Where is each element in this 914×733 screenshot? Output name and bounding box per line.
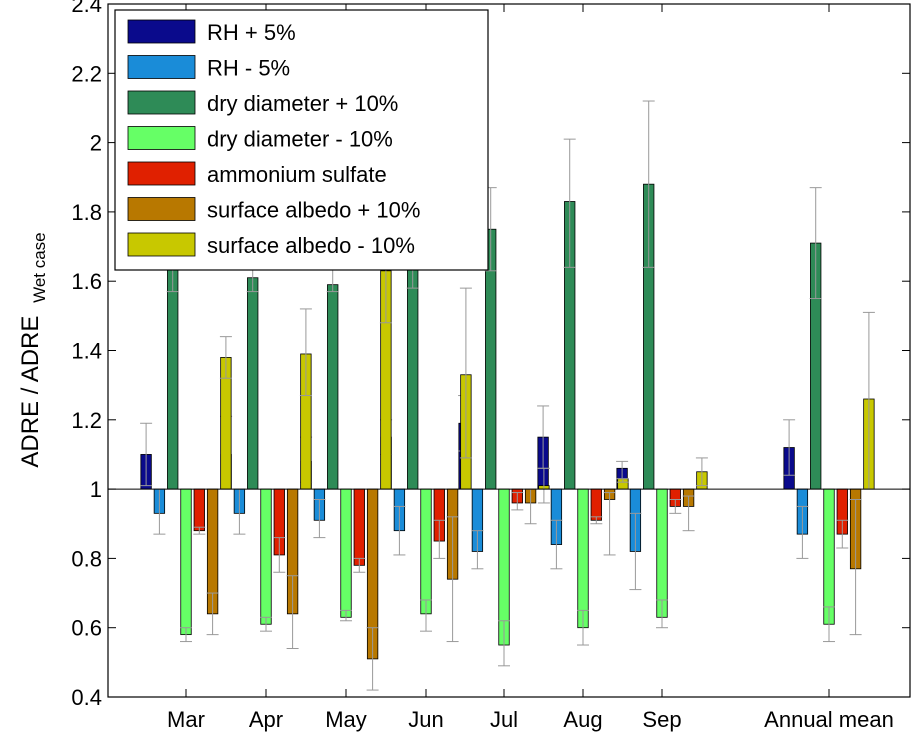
x-tick-label: Annual mean (764, 707, 894, 732)
bar (823, 488, 835, 625)
x-tick-label: Aug (563, 707, 602, 732)
bar (260, 488, 272, 625)
legend-swatch (127, 126, 196, 150)
y-axis-label-subscript: Wet case (30, 232, 49, 303)
bar (407, 253, 419, 490)
x-tick-label: May (325, 707, 367, 732)
bar (247, 277, 259, 490)
y-tick-label: 0.4 (71, 685, 102, 710)
legend-label: dry diameter - 10% (207, 127, 393, 152)
y-tick-label: 0.6 (71, 616, 102, 641)
y-tick-label: 0.8 (71, 546, 102, 571)
y-tick-label: 1.4 (71, 339, 102, 364)
bars-layer (108, 100, 910, 691)
legend-label: ammonium sulfate (207, 162, 387, 187)
legend-swatch (127, 55, 196, 79)
legend-swatch (127, 197, 196, 221)
bar (590, 488, 602, 521)
y-tick-label: 1.6 (71, 269, 102, 294)
legend-label: RH + 5% (207, 20, 296, 45)
legend-label: RH - 5% (207, 56, 290, 81)
y-tick-label: 2.4 (71, 0, 102, 17)
x-tick-label: Jun (408, 707, 443, 732)
x-tick-label: Mar (167, 707, 205, 732)
bar (167, 260, 179, 490)
x-tick-label: Jul (490, 707, 518, 732)
bar (180, 488, 192, 636)
y-tick-label: 1.8 (71, 200, 102, 225)
x-tick-label: Apr (249, 707, 283, 732)
legend-swatch (127, 232, 196, 257)
y-axis-label-main: ADRE / ADRE (17, 316, 44, 468)
legend-swatch (127, 19, 196, 44)
legend-swatch (127, 90, 196, 115)
y-tick-label: 1 (90, 477, 102, 502)
bar (577, 488, 589, 629)
y-axis-label: ADRE / ADRE Wet case (17, 232, 49, 467)
bar (327, 284, 339, 490)
bar (193, 488, 205, 532)
y-tick-label: 2 (90, 131, 102, 156)
bar (420, 488, 432, 615)
y-tick-label: 2.2 (71, 61, 102, 86)
legend-label: surface albedo + 10% (207, 198, 420, 223)
legend-label: dry diameter + 10% (207, 91, 398, 116)
legend-label: surface albedo - 10% (207, 233, 415, 258)
legend-swatch (127, 161, 196, 186)
bar (340, 488, 352, 618)
x-tick-label: Sep (642, 707, 681, 732)
y-tick-label: 1.2 (71, 408, 102, 433)
ticks-layer: 0.4 0.6 0.8 1 1.2 1.4 1.6 1.8 2 2.2 2.4 Mar Apr May Ju… (71, 0, 910, 732)
legend: RH + 5% RH - 5% dry diameter + 10% dry diam… (114, 9, 489, 271)
bar (353, 488, 365, 566)
bar (656, 488, 668, 618)
svg-text:ADRE / ADRE Wet case: ADRE / ADRE Wet case (17, 232, 49, 467)
